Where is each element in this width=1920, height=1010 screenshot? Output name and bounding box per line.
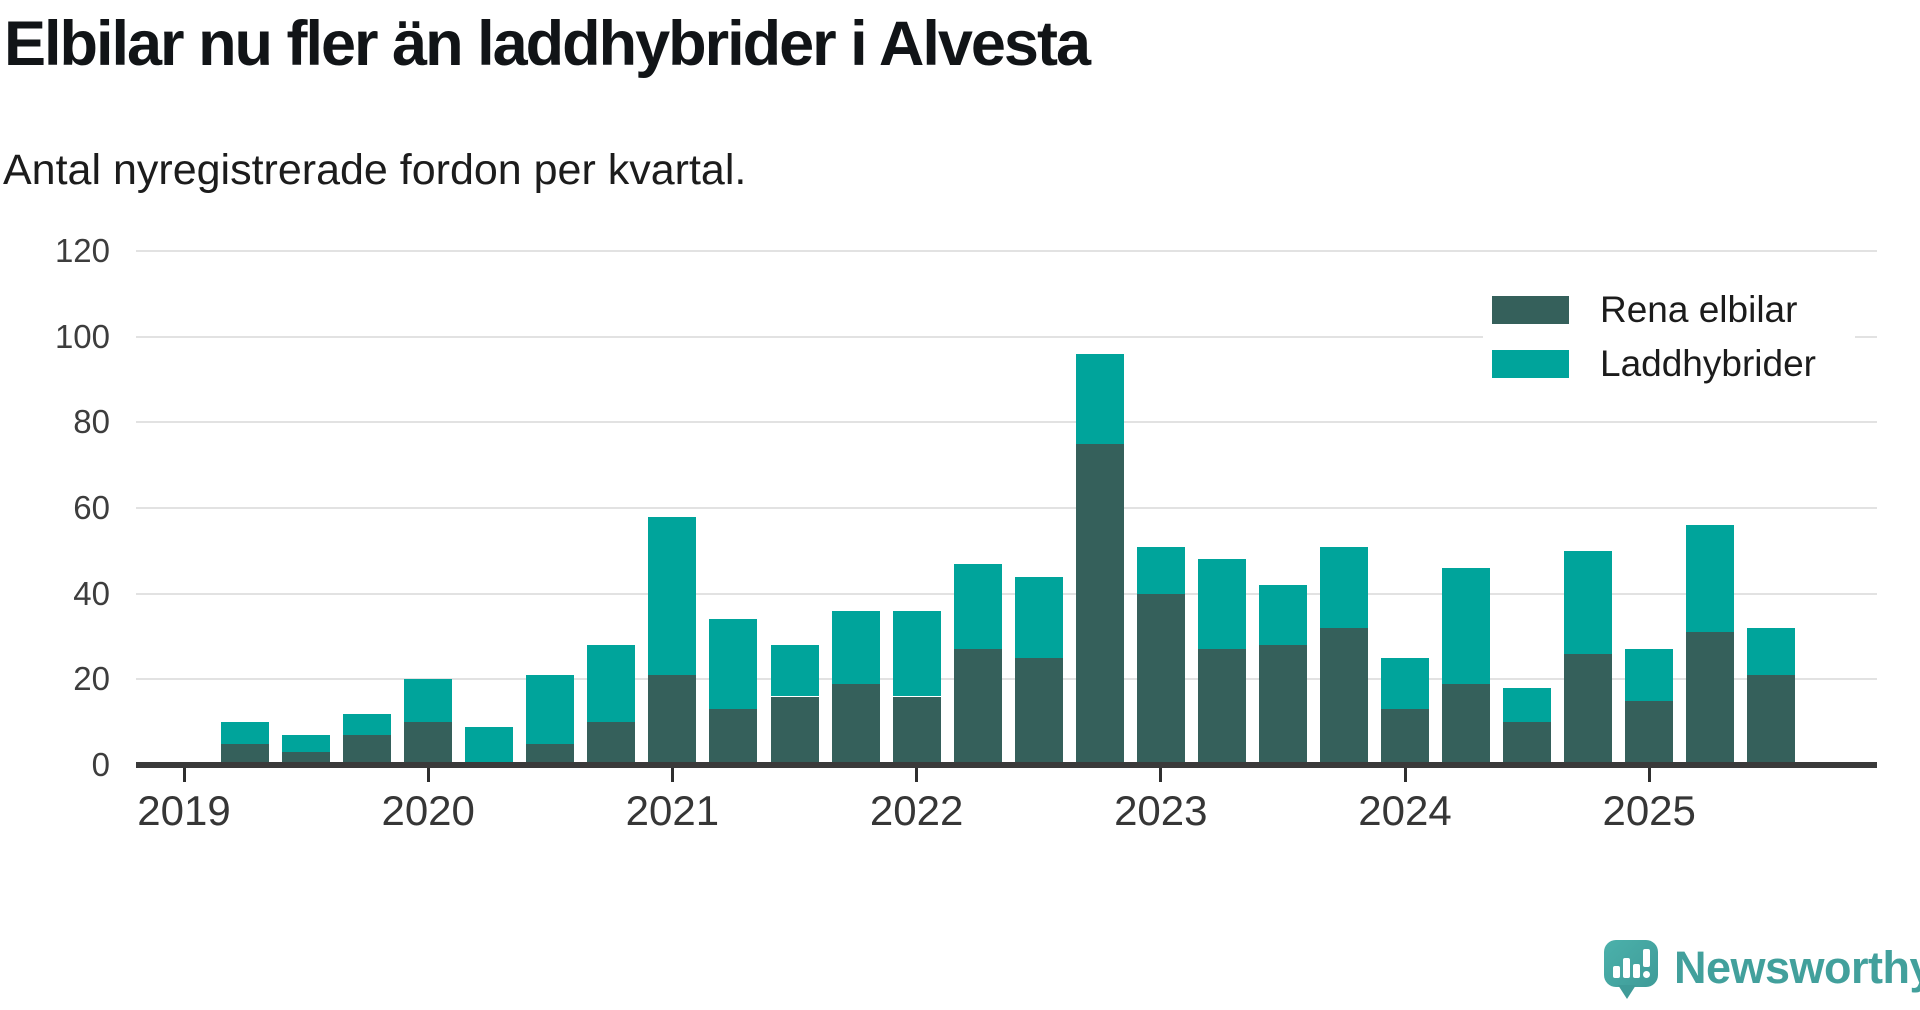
- bar-rena-elbilar-2022-Q4: [1075, 443, 1124, 766]
- logo-chart-bar-icon: [1613, 966, 1620, 978]
- bar-laddhybrider-2020-Q3: [526, 675, 575, 744]
- gridline-120: [136, 250, 1877, 252]
- x-axis-line: [136, 762, 1877, 768]
- bar-laddhybrider-2023-Q2: [1197, 559, 1246, 650]
- x-axis-tick-2019: [182, 768, 186, 782]
- legend-swatch-laddhybrider: [1492, 350, 1569, 378]
- bar-rena-elbilar-2024-Q3: [1503, 722, 1552, 765]
- bar-laddhybrider-2022-Q2: [953, 563, 1002, 650]
- newsworthy-logo: Newsworthy: [1604, 940, 1920, 999]
- bar-laddhybrider-2024-Q2: [1442, 568, 1490, 684]
- logo-exclamation-dot-icon: [1643, 971, 1650, 978]
- logo-chart-bar-icon: [1633, 964, 1640, 978]
- newsworthy-wordmark: Newsworthy: [1674, 942, 1920, 993]
- bar-laddhybrider-2020-Q1: [404, 679, 453, 723]
- bar-laddhybrider-2020-Q4: [587, 645, 636, 723]
- bar-laddhybrider-2024-Q1: [1381, 657, 1429, 710]
- bar-laddhybrider-2023-Q4: [1320, 546, 1368, 628]
- newsworthy-bubble-icon: [1604, 940, 1658, 999]
- y-axis-label-120: 120: [54, 232, 110, 269]
- bar-rena-elbilar-2022-Q3: [1014, 657, 1063, 765]
- bar-rena-elbilar-2023-Q2: [1197, 649, 1246, 765]
- bar-laddhybrider-2025-Q1: [1625, 649, 1674, 701]
- bar-laddhybrider-2019-Q3: [282, 735, 331, 753]
- bar-rena-elbilar-2022-Q2: [953, 649, 1002, 765]
- legend-item-rena-elbilar: Rena elbilar: [1483, 285, 1797, 335]
- chart-subtitle: Antal nyregistrerade fordon per kvartal.: [3, 146, 747, 194]
- bar-laddhybrider-2025-Q2: [1686, 525, 1735, 633]
- legend: Rena elbilar Laddhybrider: [1483, 283, 1855, 387]
- bar-laddhybrider-2019-Q2: [221, 722, 270, 744]
- x-axis-tick-2021: [670, 768, 674, 782]
- gridline-20: [136, 678, 1877, 681]
- gridline-40: [136, 592, 1877, 595]
- bar-rena-elbilar-2021-Q3: [770, 696, 819, 765]
- x-axis-label-2023: 2023: [1114, 787, 1208, 834]
- bar-laddhybrider-2022-Q1: [892, 610, 941, 697]
- bar-rena-elbilar-2023-Q3: [1258, 645, 1307, 765]
- bar-laddhybrider-2022-Q3: [1014, 576, 1063, 658]
- bar-laddhybrider-2023-Q1: [1136, 546, 1185, 594]
- bar-laddhybrider-2021-Q4: [831, 610, 880, 684]
- bar-laddhybrider-2025-Q3: [1747, 627, 1796, 675]
- bar-laddhybrider-2020-Q2: [465, 726, 514, 765]
- bar-rena-elbilar-2025-Q2: [1686, 632, 1735, 765]
- x-axis-label-2019: 2019: [137, 787, 231, 834]
- bar-rena-elbilar-2025-Q1: [1625, 700, 1674, 766]
- legend-item-laddhybrider: Laddhybrider: [1483, 339, 1816, 389]
- x-axis-label-2024: 2024: [1358, 787, 1452, 834]
- x-axis-label-2022: 2022: [869, 787, 964, 834]
- x-axis-tick-2023: [1159, 768, 1163, 782]
- x-axis-label-2021: 2021: [625, 787, 720, 834]
- y-axis-label-0: 0: [91, 746, 110, 783]
- bar-laddhybrider-2024-Q4: [1564, 550, 1613, 654]
- bar-rena-elbilar-2020-Q1: [404, 722, 453, 765]
- bar-laddhybrider-2021-Q1: [648, 516, 697, 676]
- bar-rena-elbilar-2020-Q4: [587, 722, 636, 765]
- logo-chart-bar-icon: [1623, 958, 1630, 978]
- bar-laddhybrider-2024-Q3: [1503, 687, 1552, 723]
- bar-laddhybrider-2022-Q4: [1075, 353, 1124, 444]
- bar-laddhybrider-2021-Q3: [770, 645, 819, 697]
- legend-swatch-rena-elbilar: [1492, 296, 1569, 324]
- bar-rena-elbilar-2024-Q2: [1442, 683, 1490, 765]
- y-axis-label-20: 20: [73, 660, 110, 698]
- gridline-80: [136, 421, 1877, 424]
- bar-rena-elbilar-2025-Q3: [1747, 675, 1796, 765]
- bar-rena-elbilar-2023-Q4: [1320, 627, 1368, 765]
- y-axis-label-80: 80: [73, 403, 110, 441]
- bar-laddhybrider-2021-Q2: [709, 619, 758, 710]
- bar-rena-elbilar-2021-Q1: [648, 675, 697, 765]
- x-axis-tick-2025: [1647, 768, 1651, 782]
- y-axis-label-40: 40: [73, 574, 110, 612]
- gridline-60: [136, 507, 1877, 509]
- bar-rena-elbilar-2020-Q3: [526, 743, 575, 765]
- y-axis-label-60: 60: [73, 489, 110, 526]
- bar-rena-elbilar-2022-Q1: [892, 696, 941, 765]
- x-axis-label-2025: 2025: [1602, 787, 1696, 834]
- legend-label-laddhybrider: Laddhybrider: [1600, 343, 1816, 384]
- bar-rena-elbilar-2023-Q1: [1136, 593, 1185, 765]
- x-axis-label-2020: 2020: [381, 787, 475, 834]
- bar-rena-elbilar-2019-Q3: [282, 752, 331, 765]
- bar-rena-elbilar-2024-Q1: [1381, 709, 1429, 765]
- x-axis-tick-2024: [1403, 768, 1407, 782]
- chart-title: Elbilar nu fler än laddhybrider i Alvest…: [4, 9, 1091, 79]
- bar-rena-elbilar-2019-Q4: [343, 735, 392, 765]
- x-axis-tick-2022: [915, 768, 919, 782]
- bar-rena-elbilar-2024-Q4: [1564, 653, 1613, 765]
- gridline-100: [136, 335, 1877, 338]
- bar-laddhybrider-2023-Q3: [1258, 585, 1307, 646]
- bar-rena-elbilar-2021-Q2: [709, 709, 758, 765]
- bar-laddhybrider-2019-Q4: [343, 713, 392, 735]
- bar-rena-elbilar-2019-Q2: [221, 743, 270, 765]
- bar-rena-elbilar-2021-Q4: [831, 683, 880, 765]
- logo-exclamation-icon: [1643, 949, 1650, 967]
- x-axis-tick-2020: [426, 768, 430, 782]
- legend-label-rena-elbilar: Rena elbilar: [1600, 289, 1798, 330]
- y-axis-label-100: 100: [54, 317, 110, 355]
